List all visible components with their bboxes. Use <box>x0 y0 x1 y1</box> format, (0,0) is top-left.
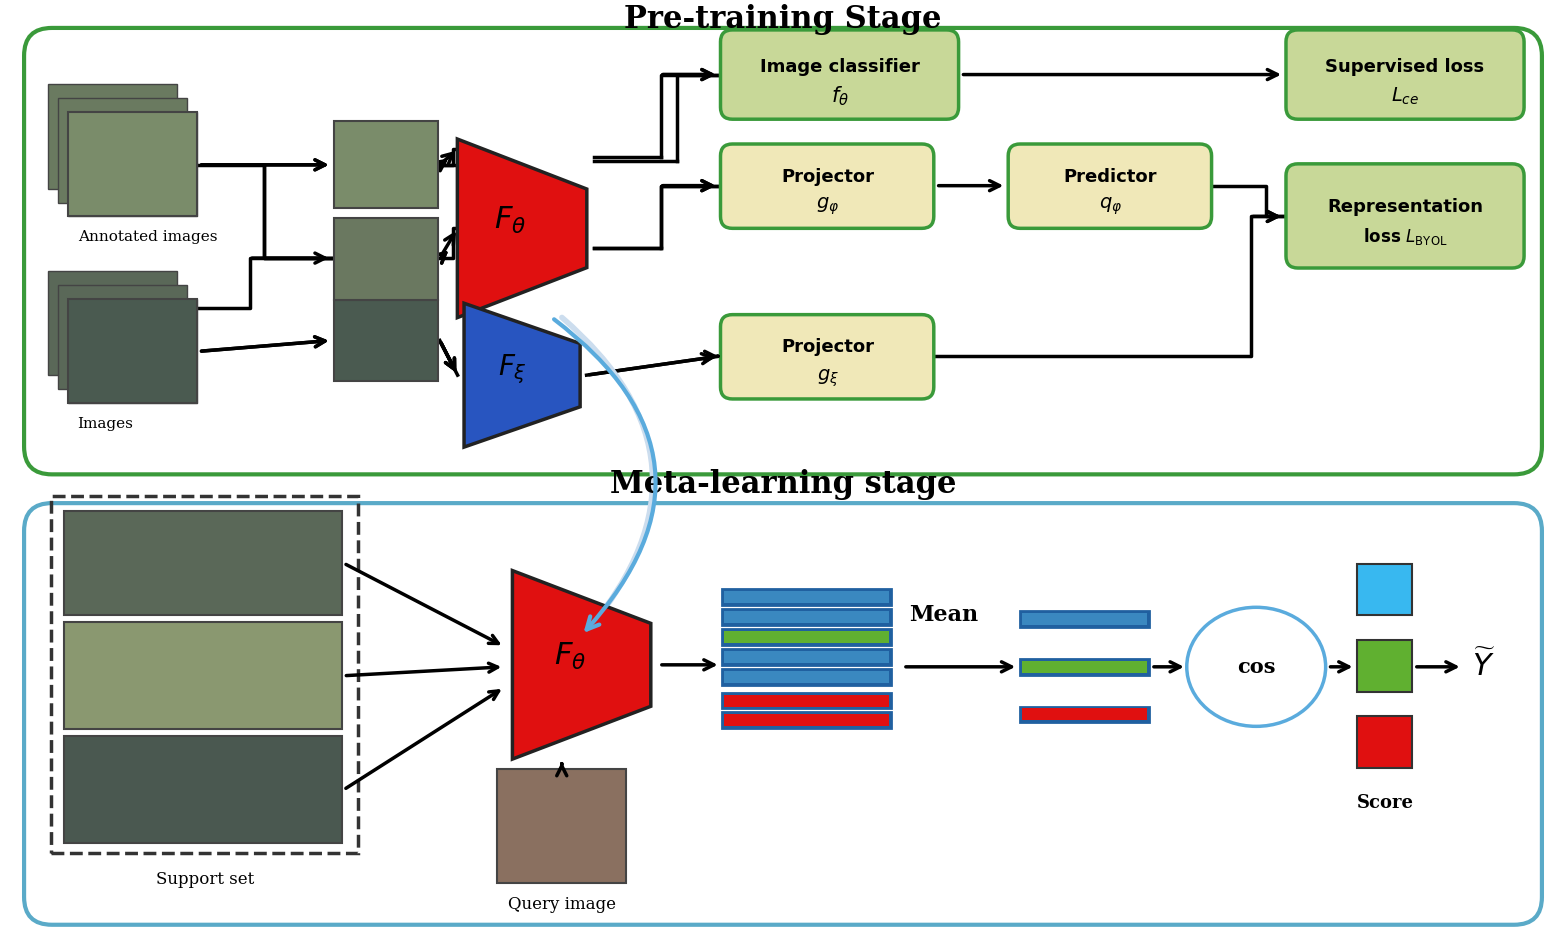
FancyBboxPatch shape <box>722 668 891 684</box>
FancyBboxPatch shape <box>498 769 626 883</box>
Text: Score: Score <box>1356 794 1414 812</box>
Text: Representation: Representation <box>1326 197 1483 215</box>
FancyBboxPatch shape <box>334 300 438 381</box>
FancyBboxPatch shape <box>58 285 186 389</box>
FancyBboxPatch shape <box>725 695 889 706</box>
FancyBboxPatch shape <box>58 98 186 203</box>
Text: $F_\theta$: $F_\theta$ <box>495 205 526 236</box>
FancyBboxPatch shape <box>64 622 341 730</box>
FancyBboxPatch shape <box>1358 716 1413 768</box>
FancyBboxPatch shape <box>722 609 891 625</box>
Text: $q_\varphi$: $q_\varphi$ <box>1099 195 1121 217</box>
FancyBboxPatch shape <box>1358 564 1413 615</box>
Text: Pre-training Stage: Pre-training Stage <box>625 5 941 36</box>
FancyBboxPatch shape <box>725 592 889 603</box>
FancyBboxPatch shape <box>334 121 438 209</box>
Text: Projector: Projector <box>781 338 874 357</box>
FancyBboxPatch shape <box>722 649 891 665</box>
FancyBboxPatch shape <box>1286 30 1524 119</box>
Text: Predictor: Predictor <box>1063 168 1157 186</box>
FancyBboxPatch shape <box>49 271 177 375</box>
FancyArrowPatch shape <box>562 317 653 631</box>
FancyBboxPatch shape <box>64 736 341 843</box>
FancyBboxPatch shape <box>67 298 197 403</box>
FancyBboxPatch shape <box>725 632 889 643</box>
FancyBboxPatch shape <box>725 651 889 663</box>
FancyBboxPatch shape <box>1023 661 1146 673</box>
Text: Annotated images: Annotated images <box>78 230 218 244</box>
FancyBboxPatch shape <box>1023 709 1146 720</box>
FancyBboxPatch shape <box>334 218 438 300</box>
Text: Query image: Query image <box>507 896 615 913</box>
Polygon shape <box>512 570 651 759</box>
Text: $g_\xi$: $g_\xi$ <box>816 367 839 389</box>
FancyBboxPatch shape <box>720 314 933 399</box>
Text: Meta-learning stage: Meta-learning stage <box>609 469 957 499</box>
FancyBboxPatch shape <box>720 144 933 228</box>
FancyBboxPatch shape <box>722 713 891 729</box>
FancyBboxPatch shape <box>67 112 197 216</box>
Text: $F_\xi$: $F_\xi$ <box>498 352 526 386</box>
Text: $\widetilde{Y}$: $\widetilde{Y}$ <box>1472 650 1496 683</box>
FancyBboxPatch shape <box>722 589 891 605</box>
FancyBboxPatch shape <box>725 671 889 683</box>
FancyBboxPatch shape <box>720 30 958 119</box>
FancyBboxPatch shape <box>49 84 177 189</box>
FancyBboxPatch shape <box>725 612 889 623</box>
FancyBboxPatch shape <box>67 112 197 216</box>
FancyBboxPatch shape <box>725 715 889 726</box>
Polygon shape <box>457 139 587 317</box>
Text: $F_\theta$: $F_\theta$ <box>554 641 586 672</box>
FancyBboxPatch shape <box>1358 640 1413 692</box>
Text: Supervised loss: Supervised loss <box>1325 58 1485 76</box>
FancyBboxPatch shape <box>722 629 891 645</box>
FancyBboxPatch shape <box>1023 614 1146 625</box>
FancyBboxPatch shape <box>1019 612 1149 627</box>
FancyBboxPatch shape <box>1009 144 1212 228</box>
FancyBboxPatch shape <box>1019 706 1149 722</box>
Text: $f_\theta$: $f_\theta$ <box>830 85 849 109</box>
Text: $L_{ce}$: $L_{ce}$ <box>1391 86 1419 107</box>
Text: $g_\varphi$: $g_\varphi$ <box>816 195 839 217</box>
Text: Images: Images <box>78 417 133 430</box>
FancyBboxPatch shape <box>1286 164 1524 268</box>
Text: Image classifier: Image classifier <box>760 58 919 76</box>
FancyArrowPatch shape <box>554 319 656 630</box>
Polygon shape <box>464 303 579 447</box>
Text: Support set: Support set <box>155 871 254 888</box>
FancyBboxPatch shape <box>1019 659 1149 675</box>
Text: cos: cos <box>1237 657 1275 677</box>
Ellipse shape <box>1187 607 1326 726</box>
Text: Mean: Mean <box>908 604 979 626</box>
FancyBboxPatch shape <box>64 511 341 615</box>
FancyBboxPatch shape <box>722 693 891 709</box>
Text: loss $L_{\rm BYOL}$: loss $L_{\rm BYOL}$ <box>1362 226 1447 246</box>
Text: Projector: Projector <box>781 168 874 186</box>
FancyBboxPatch shape <box>67 298 197 403</box>
